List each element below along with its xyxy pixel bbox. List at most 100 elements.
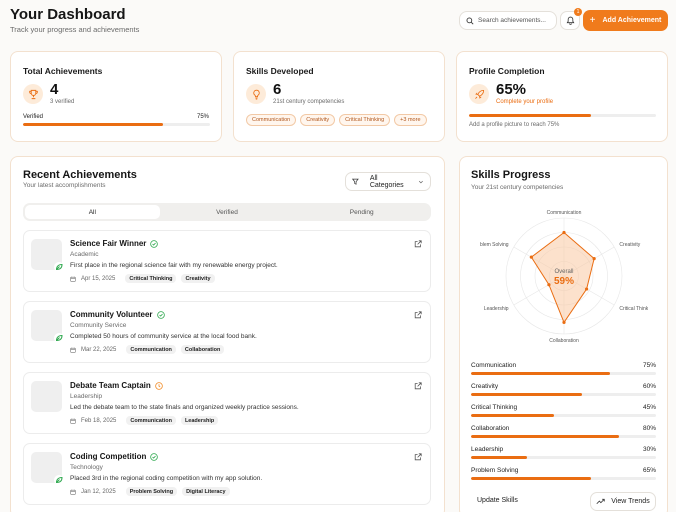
achievement-card[interactable]: Science Fair Winner Academic First place… [23, 230, 431, 292]
achievement-description: Completed 50 hours of community service … [70, 333, 257, 340]
achievement-image [31, 381, 62, 412]
trophy-icon-wrap [23, 84, 43, 104]
calendar-icon [70, 418, 76, 424]
radar-point [562, 320, 566, 324]
skill-progress-fill [471, 477, 592, 480]
profile-completion-title: Profile Completion [469, 66, 545, 76]
achievement-date: Apr 15, 2025 [81, 275, 116, 282]
pending-clock-icon [155, 381, 163, 390]
notification-badge: 1 [574, 8, 582, 16]
calendar-icon [70, 276, 76, 282]
skill-name: Problem Solving [471, 467, 519, 474]
rocket-icon [474, 89, 484, 99]
skill-tag: Digital Literacy [182, 487, 230, 496]
notifications-button[interactable]: 1 [560, 8, 582, 30]
overall-label: Overall [554, 269, 573, 275]
skill-percent: 60% [642, 383, 656, 390]
radar-label: Critical Thinki [619, 306, 648, 312]
radar-point [529, 255, 533, 259]
trend-up-icon [596, 498, 605, 505]
profile-progress-bar [469, 114, 656, 117]
chevron-down-icon [419, 180, 424, 183]
skill-progress-row: Collaboration 80% [471, 425, 656, 438]
radar-point [592, 257, 596, 261]
profile-completion-card: Profile Completion 65% Complete your pro… [456, 51, 668, 142]
achievement-category: Academic [70, 251, 99, 258]
skill-progress-row: Problem Solving 65% [471, 467, 656, 480]
skill-tag: Collaboration [180, 345, 225, 354]
recent-achievements-subtitle: Your latest accomplishments [23, 182, 106, 189]
skill-progress-row: Creativity 60% [471, 383, 656, 396]
recent-achievements-title: Recent Achievements [23, 169, 137, 181]
bulb-icon-wrap [246, 84, 266, 104]
skill-chips: Communication Creativity Critical Thinki… [246, 114, 427, 126]
verified-check-icon [150, 239, 159, 248]
tab-pending[interactable]: Pending [349, 208, 374, 216]
external-link-icon[interactable] [414, 453, 422, 461]
skill-progress-row: Communication 75% [471, 362, 656, 375]
achievement-description: Placed 3rd in the regional coding compet… [70, 475, 263, 482]
achievement-card[interactable]: Community Volunteer Community Service Co… [23, 301, 431, 363]
skill-progress-bar [471, 414, 656, 417]
tab-all[interactable]: All [25, 205, 160, 219]
radar-label: Creativity [619, 242, 640, 248]
leaf-icon [54, 475, 64, 485]
skill-name: Collaboration [471, 425, 510, 432]
filter-icon [352, 178, 359, 185]
profile-completion-value: 65% [496, 81, 527, 98]
page-title: Your Dashboard [10, 6, 126, 23]
view-trends-button[interactable]: View Trends [590, 492, 656, 511]
complete-profile-link[interactable]: Complete your profile [496, 99, 554, 105]
achievement-date: Jan 12, 2025 [81, 488, 116, 495]
achievement-description: First place in the regional science fair… [70, 262, 278, 269]
skill-chip[interactable]: Creativity [300, 114, 336, 126]
radar-label: Leadership [484, 306, 509, 312]
search-input[interactable] [478, 17, 556, 24]
skill-tag: Leadership [180, 416, 219, 425]
external-link-icon[interactable] [414, 311, 422, 319]
tab-verified[interactable]: Verified [216, 208, 238, 216]
category-filter-select[interactable]: All Categories [345, 172, 431, 191]
verified-bar-percent: 75% [197, 114, 210, 120]
achievement-date: Mar 22, 2025 [81, 346, 117, 353]
achievement-category: Community Service [70, 322, 127, 329]
verified-check-icon [150, 452, 159, 461]
view-trends-label: View Trends [611, 498, 650, 505]
more-skills-chip[interactable]: +3 more [394, 114, 427, 126]
overall-value: 59% [554, 276, 574, 287]
skill-tag: Communication [126, 416, 176, 425]
radar-point [547, 283, 551, 287]
calendar-icon [70, 347, 76, 353]
achievement-card[interactable]: Debate Team Captain Leadership Led the d… [23, 372, 431, 434]
skills-progress-title: Skills Progress [471, 169, 551, 181]
achievement-title: Debate Team Captain [70, 381, 151, 390]
achievement-category: Leadership [70, 393, 103, 400]
skill-progress-row: Critical Thinking 45% [471, 404, 656, 417]
external-link-icon[interactable] [414, 382, 422, 390]
calendar-icon [70, 489, 76, 495]
external-link-icon[interactable] [414, 240, 422, 248]
skill-percent: 75% [642, 362, 656, 369]
skill-progress-fill [471, 435, 619, 438]
skills-developed-sub: 21st century competencies [273, 99, 345, 105]
plus-icon: + [589, 15, 596, 26]
radar-label: roblem Solving [480, 242, 509, 248]
skill-chip[interactable]: Critical Thinking [339, 114, 391, 126]
skill-chip[interactable]: Communication [246, 114, 297, 126]
skill-progress-fill [471, 372, 610, 375]
achievement-card[interactable]: Coding Competition Technology Placed 3rd… [23, 443, 431, 505]
skill-percent: 80% [642, 425, 656, 432]
skill-progress-fill [471, 456, 527, 459]
achievement-tabs: All Verified Pending [23, 203, 431, 221]
total-achievements-card: Total Achievements 4 3 verified Verified… [10, 51, 222, 142]
skills-developed-title: Skills Developed [246, 66, 314, 76]
skill-tag: Problem Solving [125, 487, 178, 496]
skill-progress-bar [471, 435, 656, 438]
achievement-description: Led the debate team to the state finals … [70, 404, 299, 411]
add-achievement-button[interactable]: + Add Achievement [583, 10, 668, 31]
skills-developed-value: 6 [273, 81, 282, 98]
radar-point [585, 287, 589, 291]
trophy-icon [28, 89, 38, 99]
search-box[interactable] [459, 11, 557, 30]
update-skills-button[interactable]: Update Skills [477, 497, 518, 504]
